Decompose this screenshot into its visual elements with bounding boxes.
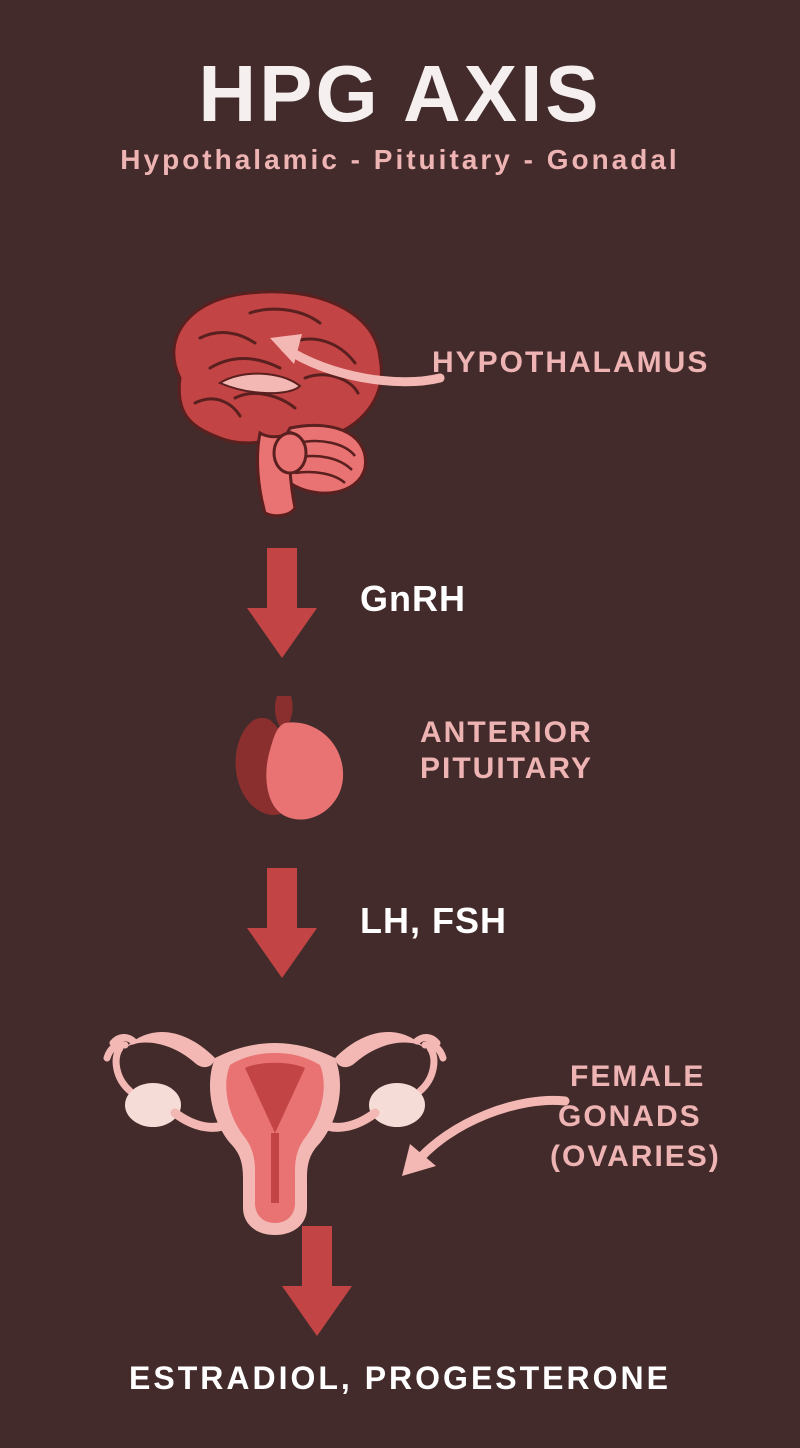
page-title: HPG AXIS	[0, 48, 800, 140]
pituitary-label-line2: PITUITARY	[420, 752, 593, 786]
gonads-label-line1: FEMALE	[570, 1060, 705, 1094]
down-arrow-icon	[247, 548, 317, 658]
hypothalamus-pointer-arrow	[260, 308, 460, 408]
gonads-label-line2: GONADS	[558, 1100, 702, 1134]
gonads-label-line3: (OVARIES)	[550, 1140, 721, 1174]
gnrh-label: GnRH	[360, 578, 466, 620]
hypothalamus-label: HYPOTHALAMUS	[432, 346, 709, 380]
pituitary-icon	[215, 688, 355, 828]
final-hormones-label: ESTRADIOL, PROGESTERONE	[0, 1360, 800, 1397]
down-arrow-icon	[282, 1226, 352, 1336]
pituitary-label-line1: ANTERIOR	[420, 716, 593, 750]
page-subtitle: Hypothalamic - Pituitary - Gonadal	[0, 144, 800, 176]
lhfsh-label: LH, FSH	[360, 900, 507, 942]
down-arrow-icon	[247, 868, 317, 978]
